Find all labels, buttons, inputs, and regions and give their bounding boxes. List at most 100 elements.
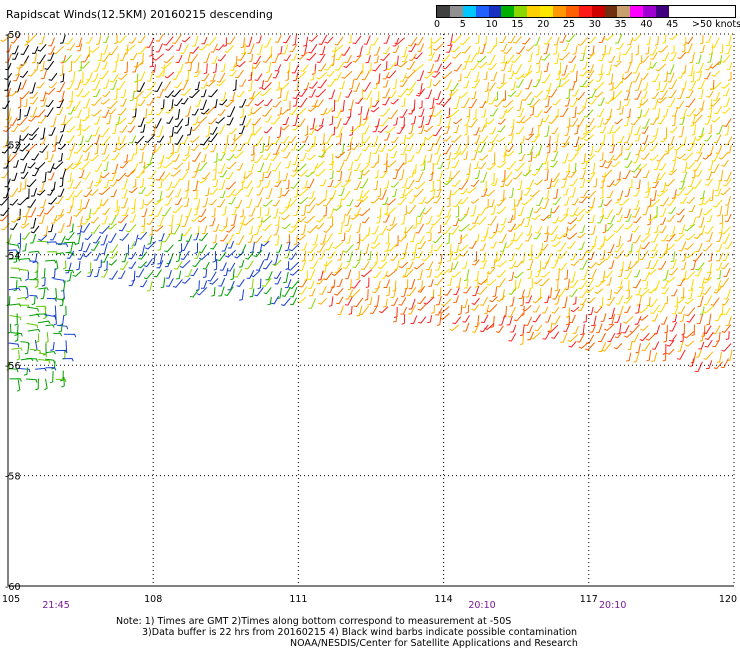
wind-barb	[604, 34, 615, 41]
wind-barb	[13, 280, 18, 292]
wind-barb	[691, 124, 696, 136]
wind-barb	[667, 135, 675, 146]
wind-barb	[309, 117, 316, 130]
colorbar-label: 35	[614, 19, 627, 30]
wind-barb	[511, 208, 516, 221]
wind-barb	[496, 277, 506, 288]
wind-barb	[510, 232, 516, 242]
wind-barb	[525, 79, 533, 90]
wind-barb	[447, 277, 452, 286]
wind-barb	[370, 242, 381, 249]
colorbar-label: 15	[511, 19, 524, 30]
wind-barb	[387, 243, 398, 252]
wind-barb	[146, 280, 153, 292]
wind-barb	[292, 162, 300, 172]
wind-barb	[30, 106, 38, 118]
wind-barb	[706, 313, 712, 326]
wind-barb	[29, 82, 36, 94]
wind-barb	[452, 316, 462, 325]
wind-barb	[423, 125, 434, 133]
wind-barb	[497, 118, 506, 125]
wind-barb	[566, 117, 571, 128]
wind-barb	[192, 180, 199, 192]
wind-barb	[69, 142, 76, 151]
wind-barb	[262, 260, 273, 270]
wind-barb	[508, 90, 517, 97]
wind-barb	[718, 223, 724, 234]
colorbar-label: 30	[588, 19, 601, 30]
wind-barb	[616, 235, 622, 248]
wind-barb	[134, 73, 139, 83]
wind-barb	[171, 89, 181, 98]
wind-barb	[48, 46, 56, 55]
wind-barb	[288, 225, 299, 234]
wind-barb	[253, 154, 264, 164]
wind-barb	[346, 199, 354, 207]
wind-barb	[642, 134, 649, 144]
wind-barb	[149, 55, 154, 68]
wind-barb	[211, 207, 216, 218]
wind-barb	[367, 296, 373, 306]
wind-barb	[625, 142, 633, 151]
wind-barb	[347, 136, 353, 147]
wind-barb	[572, 325, 579, 334]
wind-barb	[599, 125, 607, 134]
wind-barb	[723, 97, 731, 107]
wind-barb	[624, 134, 631, 144]
wind-barb	[377, 261, 388, 270]
wind-barb	[618, 198, 630, 206]
wind-barb	[172, 72, 180, 80]
wind-barb	[412, 244, 417, 254]
wind-barb	[639, 98, 649, 106]
wind-barb	[82, 171, 91, 180]
wind-barb	[724, 289, 731, 300]
wind-barb	[536, 197, 544, 206]
wind-barb	[47, 52, 55, 61]
wind-barb	[412, 163, 417, 175]
wind-barb	[721, 298, 730, 306]
wind-barb	[227, 280, 235, 291]
wind-barb	[650, 304, 661, 315]
wind-barb	[612, 153, 622, 161]
wind-barb	[681, 43, 686, 53]
wind-barb	[103, 161, 109, 172]
wind-barb	[308, 280, 315, 289]
wind-barb	[251, 126, 262, 136]
wind-barb	[218, 179, 226, 190]
wind-barb	[343, 244, 354, 253]
wind-barb	[12, 145, 21, 154]
wind-barb	[137, 99, 146, 107]
wind-barb	[185, 234, 193, 242]
wind-barb	[677, 278, 685, 287]
wind-barb	[562, 42, 570, 51]
wind-barb	[437, 180, 441, 192]
wind-barb	[677, 340, 684, 352]
wind-barb	[94, 134, 100, 145]
wind-barb	[228, 127, 237, 135]
wind-barb	[658, 162, 667, 171]
wind-barb	[400, 251, 408, 260]
wind-barb	[574, 124, 580, 135]
wind-barb	[83, 98, 91, 109]
wind-barb	[212, 169, 217, 181]
wind-barb	[147, 235, 153, 245]
wind-barb	[155, 107, 165, 116]
wind-barb	[38, 358, 51, 364]
wind-barb	[522, 305, 532, 312]
wind-barb	[607, 124, 614, 134]
wind-barb	[26, 358, 38, 362]
wind-barb	[361, 136, 371, 144]
wind-barb	[660, 197, 670, 207]
wind-barb	[628, 52, 633, 64]
wind-barb	[34, 270, 38, 280]
wind-barb	[417, 296, 427, 305]
wind-barb	[671, 106, 679, 117]
wind-barb	[473, 251, 478, 262]
wind-barb	[191, 151, 202, 162]
wind-barb	[288, 135, 297, 144]
wind-barb	[445, 159, 451, 170]
wind-barb	[644, 187, 651, 198]
wind-barb	[164, 259, 171, 268]
wind-barb	[474, 169, 481, 180]
wind-barb	[685, 89, 694, 99]
